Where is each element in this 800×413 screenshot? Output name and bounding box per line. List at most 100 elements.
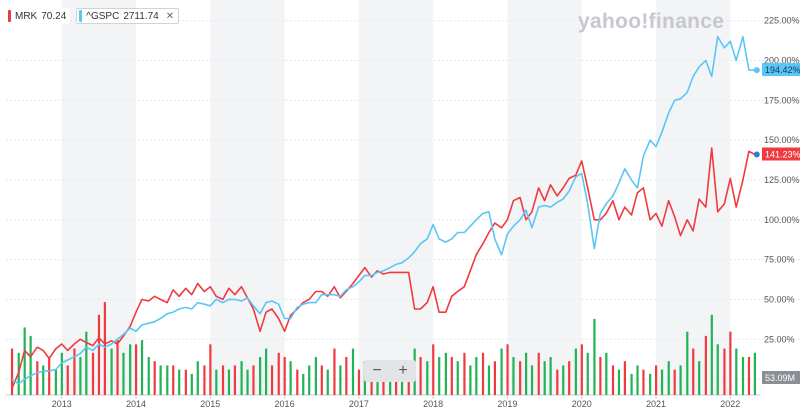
volume-bar [289,361,292,395]
volume-bar [357,369,361,395]
volume-bar [302,373,305,395]
volume-bar [97,314,101,395]
volume-bar [611,365,615,395]
volume-bar [426,361,429,395]
volume-bar [190,373,193,395]
volume-bar [129,344,132,395]
volume-bar [537,352,540,395]
volume-bar [580,344,583,395]
volume-bar [246,369,249,395]
volume-bar [487,365,491,395]
volume-bar [259,357,262,395]
volume-bar [692,348,695,395]
x-tick-label: 2014 [126,399,146,409]
volume-bar [196,361,199,395]
volume-bar [36,361,39,395]
volume-bar [673,369,676,395]
gspc-color-swatch [79,10,83,22]
x-tick-label: 2018 [423,399,443,409]
legend-chip-mrk[interactable]: MRK 70.24 [6,8,71,24]
volume-bar [519,361,522,395]
volume-bar [568,361,571,395]
volume-bar [525,352,528,395]
close-icon[interactable]: ✕ [165,10,175,22]
volume-bar [649,373,652,395]
volume-bar [481,352,485,395]
volume-badge [762,371,800,384]
legend-chip-gspc[interactable]: ^GSPC 2711.74 ✕ [76,8,180,24]
volume-bar [407,373,410,395]
volume-bar [450,357,453,395]
volume-bar [48,357,51,395]
volume-bar [704,335,707,395]
gspc-symbol: ^GSPC [86,10,120,22]
y-tick-label: 75.00% [764,255,795,265]
x-tick-label: 2017 [349,399,369,409]
volume-bar [710,314,713,395]
volume-bar [438,357,441,395]
zoom-in-button[interactable]: + [398,362,408,379]
volume-bar [586,352,589,395]
volume-bar [66,365,69,395]
volume-bar [753,352,756,395]
volume-bar [209,344,212,395]
volume-bar [723,348,726,395]
volume-bar [296,369,299,395]
volume-bar [277,352,280,395]
volume-bar [741,357,745,395]
volume-bar [140,340,144,395]
zoom-controls: − + [364,360,416,382]
volume-bar [203,365,206,395]
volume-bar [42,365,45,395]
volume-bar [686,331,689,395]
volume-bar [667,361,670,395]
series-line-mrk [11,147,756,389]
x-tick-label: 2019 [497,399,517,409]
volume-bar [215,369,218,395]
volume-bar [326,369,329,395]
volume-bar [500,348,503,395]
y-tick-label: 125.00% [764,175,800,185]
y-tick-label: 100.00% [764,215,800,225]
volume-bar [135,344,138,395]
volume-bar [655,365,658,395]
volume-bar [735,348,738,395]
volume-bar [333,348,336,395]
volume-bar [493,361,496,395]
volume-bar [630,373,633,395]
volume-bar [233,365,236,395]
mrk-value: 70.24 [41,10,67,22]
x-tick-label: 2013 [52,399,72,409]
y-tick-label: 25.00% [764,334,795,344]
volume-bar [91,352,95,395]
volume-bar [116,340,119,395]
year-band-1 [210,0,285,395]
volume-bar [147,357,150,395]
volume-bar [320,365,323,395]
volume-bar [642,369,645,395]
volume-bar [283,357,286,395]
volume-bar [345,357,348,395]
x-tick-label: 2021 [646,399,666,409]
volume-bar [469,365,472,395]
volume-bar [617,369,621,395]
volume-bar [679,365,682,395]
volume-bar [240,361,243,395]
series-line-gspc [11,35,755,385]
volume-bar [382,369,385,395]
last-value-badge [762,147,800,161]
y-tick-label: 50.00% [764,294,795,304]
legend: MRK 70.24 ^GSPC 2711.74 ✕ [6,8,180,24]
zoom-out-button[interactable]: − [372,362,382,379]
series-endpoint [753,67,760,74]
volume-bar [530,365,534,395]
volume-bar [184,369,187,395]
x-tick-label: 2020 [572,399,592,409]
volume-bar [593,319,596,395]
mrk-symbol: MRK [15,10,38,22]
last-value-label: 141.23% [765,149,800,159]
y-tick-label: 225.00% [764,16,800,26]
volume-bar [172,365,175,395]
